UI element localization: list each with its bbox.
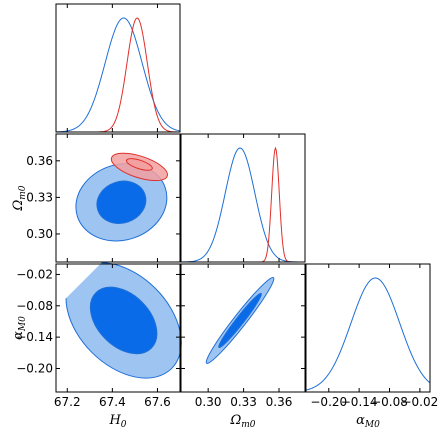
panel-frame-1-0 bbox=[55, 133, 181, 263]
contour-fills bbox=[65, 152, 275, 379]
panel-frame-2-0 bbox=[55, 263, 181, 393]
xtick-label-aM0: −0.20 bbox=[310, 395, 347, 409]
ytick-label-Om0: 0.30 bbox=[26, 227, 53, 241]
marginal-aM0-blue bbox=[305, 277, 431, 391]
axis-label-aM0: αM0 bbox=[356, 413, 380, 430]
marginal-Om0-red bbox=[181, 146, 305, 263]
axis-label-aM0: αM0 bbox=[11, 316, 28, 340]
contour-Om0-aM0-blue-inner bbox=[218, 292, 262, 349]
xtick-label-Om0: 0.30 bbox=[195, 395, 222, 409]
contour-H0-aM0-blue-inner bbox=[89, 286, 158, 355]
marginal-H0-red bbox=[56, 17, 180, 133]
xtick-label-H0: 67.6 bbox=[144, 395, 171, 409]
panel-frames bbox=[55, 3, 431, 393]
ytick-label-Om0: 0.33 bbox=[26, 190, 53, 204]
marginal-Om0-blue bbox=[180, 147, 305, 263]
xtick-label-aM0: −0.14 bbox=[341, 395, 378, 409]
axis-label-Om0: Ωm0 bbox=[11, 185, 28, 211]
panel-frame-2-2 bbox=[305, 263, 431, 393]
panel-frame-0-0 bbox=[55, 3, 181, 133]
contour-H0-Om0-blue-inner bbox=[96, 180, 147, 224]
axis-label-Om0: Ωm0 bbox=[229, 413, 255, 430]
axis-label-H0: H0 bbox=[108, 413, 126, 430]
xtick-label-Om0: 0.36 bbox=[266, 395, 293, 409]
xtick-label-H0: 67.2 bbox=[54, 395, 81, 409]
contour-H0-Om0-red-inner bbox=[125, 158, 153, 171]
ytick-label-aM0: −0.14 bbox=[16, 330, 53, 344]
marginal-H0-blue bbox=[55, 17, 181, 133]
ytick-label-aM0: −0.02 bbox=[16, 267, 53, 281]
axis-ticks bbox=[56, 4, 421, 392]
xtick-label-H0: 67.4 bbox=[99, 395, 126, 409]
panel-frame-2-1 bbox=[180, 263, 306, 393]
ytick-label-aM0: −0.20 bbox=[16, 361, 53, 375]
xtick-label-Om0: 0.33 bbox=[230, 395, 257, 409]
xtick-label-aM0: −0.02 bbox=[401, 395, 438, 409]
ytick-label-Om0: 0.36 bbox=[26, 154, 53, 168]
xtick-label-aM0: −0.08 bbox=[371, 395, 408, 409]
panel-frame-1-1 bbox=[180, 133, 306, 263]
ytick-label-aM0: −0.08 bbox=[16, 299, 53, 313]
